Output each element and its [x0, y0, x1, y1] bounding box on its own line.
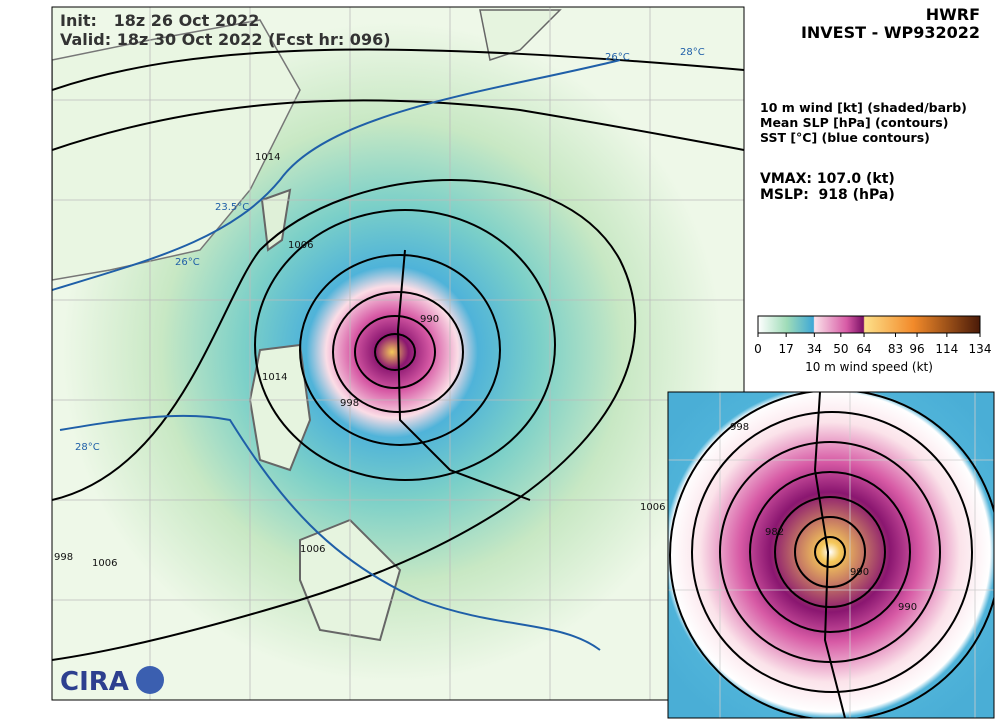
main-map: 1014 1006 998 990 1006 1006 998 1014 100…: [52, 7, 744, 700]
colorbar-tick-label: 134: [969, 342, 992, 356]
mslp: MSLP: 918 (hPa): [760, 187, 895, 203]
contour-label: 990: [898, 602, 917, 613]
sst-label: 26°C: [605, 52, 630, 63]
sst-label: 26°C: [175, 257, 200, 268]
colorbar-tick-label: 0: [754, 342, 762, 356]
contour-label: 998: [730, 422, 749, 433]
logo-icon: [136, 666, 164, 694]
colorbar-label: 10 m wind speed (kt): [805, 360, 933, 374]
colorbar-tick-label: 50: [833, 342, 848, 356]
legend-line: Mean SLP [hPa] (contours): [760, 115, 948, 130]
init-time: Init: 18z 26 Oct 2022: [60, 11, 259, 30]
sst-label: 28°C: [680, 47, 705, 58]
vmax: VMAX: 107.0 (kt): [760, 171, 895, 187]
contour-label: 1014: [255, 152, 280, 163]
contour-label: 990: [420, 314, 439, 325]
colorbar: [757, 315, 981, 334]
valid-time: Valid: 18z 30 Oct 2022 (Fcst hr: 096): [60, 30, 391, 49]
colorbar-tick-label: 17: [779, 342, 794, 356]
sst-label: 23.5°C: [215, 202, 249, 213]
contour-label: 998: [54, 552, 73, 563]
sst-label: 28°C: [75, 442, 100, 453]
contour-label: 1006: [300, 544, 325, 555]
contour-label: 1014: [262, 372, 287, 383]
contour-label: 998: [340, 398, 359, 409]
legend-line: 10 m wind [kt] (shaded/barb): [760, 100, 967, 115]
colorbar-tick-label: 64: [856, 342, 871, 356]
map-frame: [51, 6, 745, 701]
inset-frame: [667, 391, 995, 719]
contour-label: 982: [765, 527, 784, 538]
inset-map: 998 982 990 990: [668, 392, 994, 718]
colorbar-tick-label: 83: [888, 342, 903, 356]
contour-label: 990: [850, 567, 869, 578]
colorbar-tick-label: 34: [807, 342, 822, 356]
legend-line: SST [°C] (blue contours): [760, 130, 930, 145]
logo: CIRA: [60, 667, 129, 697]
model-name: HWRF: [926, 5, 980, 24]
contour-label: 1006: [92, 558, 117, 569]
colorbar-tick-label: 114: [935, 342, 958, 356]
contour-label: 1006: [640, 502, 665, 513]
contour-label: 1006: [288, 240, 313, 251]
colorbar-tick-label: 96: [909, 342, 924, 356]
storm-name: INVEST - WP932022: [801, 23, 980, 42]
